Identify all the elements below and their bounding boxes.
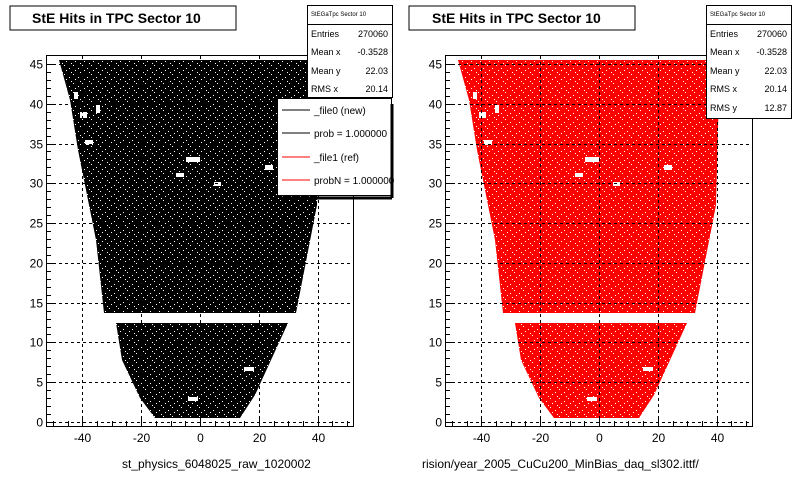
right-ytick-label-40: 40 bbox=[429, 98, 443, 112]
legend-label-probn: probN = 1.000000 bbox=[314, 176, 395, 187]
left-ytick-label-15: 15 bbox=[30, 297, 44, 311]
legend-label-prob: prob = 1.000000 bbox=[314, 129, 388, 140]
left-stat-value-rmsx: 20.14 bbox=[365, 84, 388, 94]
left-stat-value-meanx: -0.3528 bbox=[357, 47, 388, 57]
legend-label-file1: _file1 (ref) bbox=[313, 153, 359, 164]
right-panel: StE Hits in TPC Sector 10 -40 -20 0 20 40 0 5 1… bbox=[408, 5, 792, 471]
right-stat-label-meanx: Mean x bbox=[710, 47, 740, 57]
right-ytick-label-20: 20 bbox=[429, 257, 443, 271]
right-ytick-label-5: 5 bbox=[435, 376, 442, 390]
left-stat-label-meanx: Mean x bbox=[311, 47, 341, 57]
left-ytick-label-35: 35 bbox=[30, 138, 44, 152]
right-stat-label-rmsy: RMS y bbox=[710, 103, 738, 113]
left-data-region bbox=[59, 60, 321, 418]
left-stat-value-entries: 270060 bbox=[358, 29, 388, 39]
right-xtick-label-40: 40 bbox=[711, 431, 725, 445]
right-stat-label-meany: Mean y bbox=[710, 66, 740, 76]
right-xtick-label-20: 20 bbox=[652, 431, 666, 445]
right-axes: -40 -20 0 20 40 0 5 10 15 20 25 30 35 40 45 bbox=[429, 58, 747, 445]
right-stat-value-meany: 22.03 bbox=[764, 66, 787, 76]
right-stat-label-entries: Entries bbox=[710, 29, 739, 39]
left-stat-value-meany: 22.03 bbox=[365, 66, 388, 76]
right-ytick-label-30: 30 bbox=[429, 177, 443, 191]
left-stats-title: StEGaTpc Sector 10 bbox=[311, 12, 367, 18]
left-ytick-label-20: 20 bbox=[30, 257, 44, 271]
left-ytick-label-10: 10 bbox=[30, 336, 44, 350]
right-xtick-label-0: 0 bbox=[596, 431, 603, 445]
left-stat-label-meany: Mean y bbox=[311, 66, 341, 76]
left-stat-label-rmsx: RMS x bbox=[311, 84, 339, 94]
left-ytick-label-5: 5 bbox=[36, 376, 43, 390]
left-stat-label-entries: Entries bbox=[311, 29, 340, 39]
right-ytick-label-35: 35 bbox=[429, 138, 443, 152]
right-ytick-label-25: 25 bbox=[429, 217, 443, 231]
left-ytick-label-45: 45 bbox=[30, 58, 44, 72]
left-ytick-label-0: 0 bbox=[36, 416, 43, 430]
left-ytick-label-30: 30 bbox=[30, 177, 44, 191]
right-ytick-label-10: 10 bbox=[429, 336, 443, 350]
right-stat-value-meanx: -0.3528 bbox=[756, 47, 787, 57]
right-stat-label-rmsx: RMS x bbox=[710, 84, 738, 94]
right-stat-value-rmsy: 12.87 bbox=[764, 103, 787, 113]
left-xtick-label--40: -40 bbox=[74, 431, 92, 445]
right-ytick-label-0: 0 bbox=[435, 416, 442, 430]
left-chart-title: StE Hits in TPC Sector 10 bbox=[32, 10, 201, 26]
right-stat-value-entries: 270060 bbox=[757, 29, 787, 39]
left-xtick-label--20: -20 bbox=[133, 431, 151, 445]
left-title-box: StE Hits in TPC Sector 10 bbox=[9, 5, 237, 31]
left-ytick-label-40: 40 bbox=[30, 98, 44, 112]
right-ytick-label-15: 15 bbox=[429, 297, 443, 311]
right-title-box: StE Hits in TPC Sector 10 bbox=[408, 5, 636, 31]
right-file-label: rision/year_2005_CuCu200_MinBias_daq_sl3… bbox=[422, 457, 700, 471]
left-axes: -40 -20 0 20 40 0 5 10 15 20 25 30 35 40 45 bbox=[30, 58, 348, 445]
right-stats-title: StEGaTpc Sector 10 bbox=[710, 12, 766, 18]
left-xtick-label-20: 20 bbox=[253, 431, 267, 445]
left-legend: _file0 (new) prob = 1.000000 _file1 (ref… bbox=[277, 98, 395, 200]
left-xtick-label-0: 0 bbox=[197, 431, 204, 445]
right-data-region bbox=[458, 60, 720, 418]
right-stat-value-rmsx: 20.14 bbox=[764, 84, 787, 94]
left-file-label: st_physics_6048025_raw_1020002 bbox=[122, 457, 311, 471]
left-xtick-label-40: 40 bbox=[312, 431, 326, 445]
right-xtick-label--20: -20 bbox=[532, 431, 550, 445]
left-ytick-label-25: 25 bbox=[30, 217, 44, 231]
left-panel: StE Hits in TPC Sector 10 -40 -20 0 20 40 0 5 1… bbox=[9, 5, 395, 471]
legend-label-file0: _file0 (new) bbox=[313, 106, 366, 117]
left-stats-box: StEGaTpc Sector 10 Entries 270060 Mean x… bbox=[307, 5, 393, 98]
right-stats-box: StEGaTpc Sector 10 Entries 270060 Mean x… bbox=[706, 5, 792, 119]
right-ytick-label-45: 45 bbox=[429, 58, 443, 72]
right-xtick-label--40: -40 bbox=[473, 431, 491, 445]
right-chart-title: StE Hits in TPC Sector 10 bbox=[432, 10, 601, 26]
